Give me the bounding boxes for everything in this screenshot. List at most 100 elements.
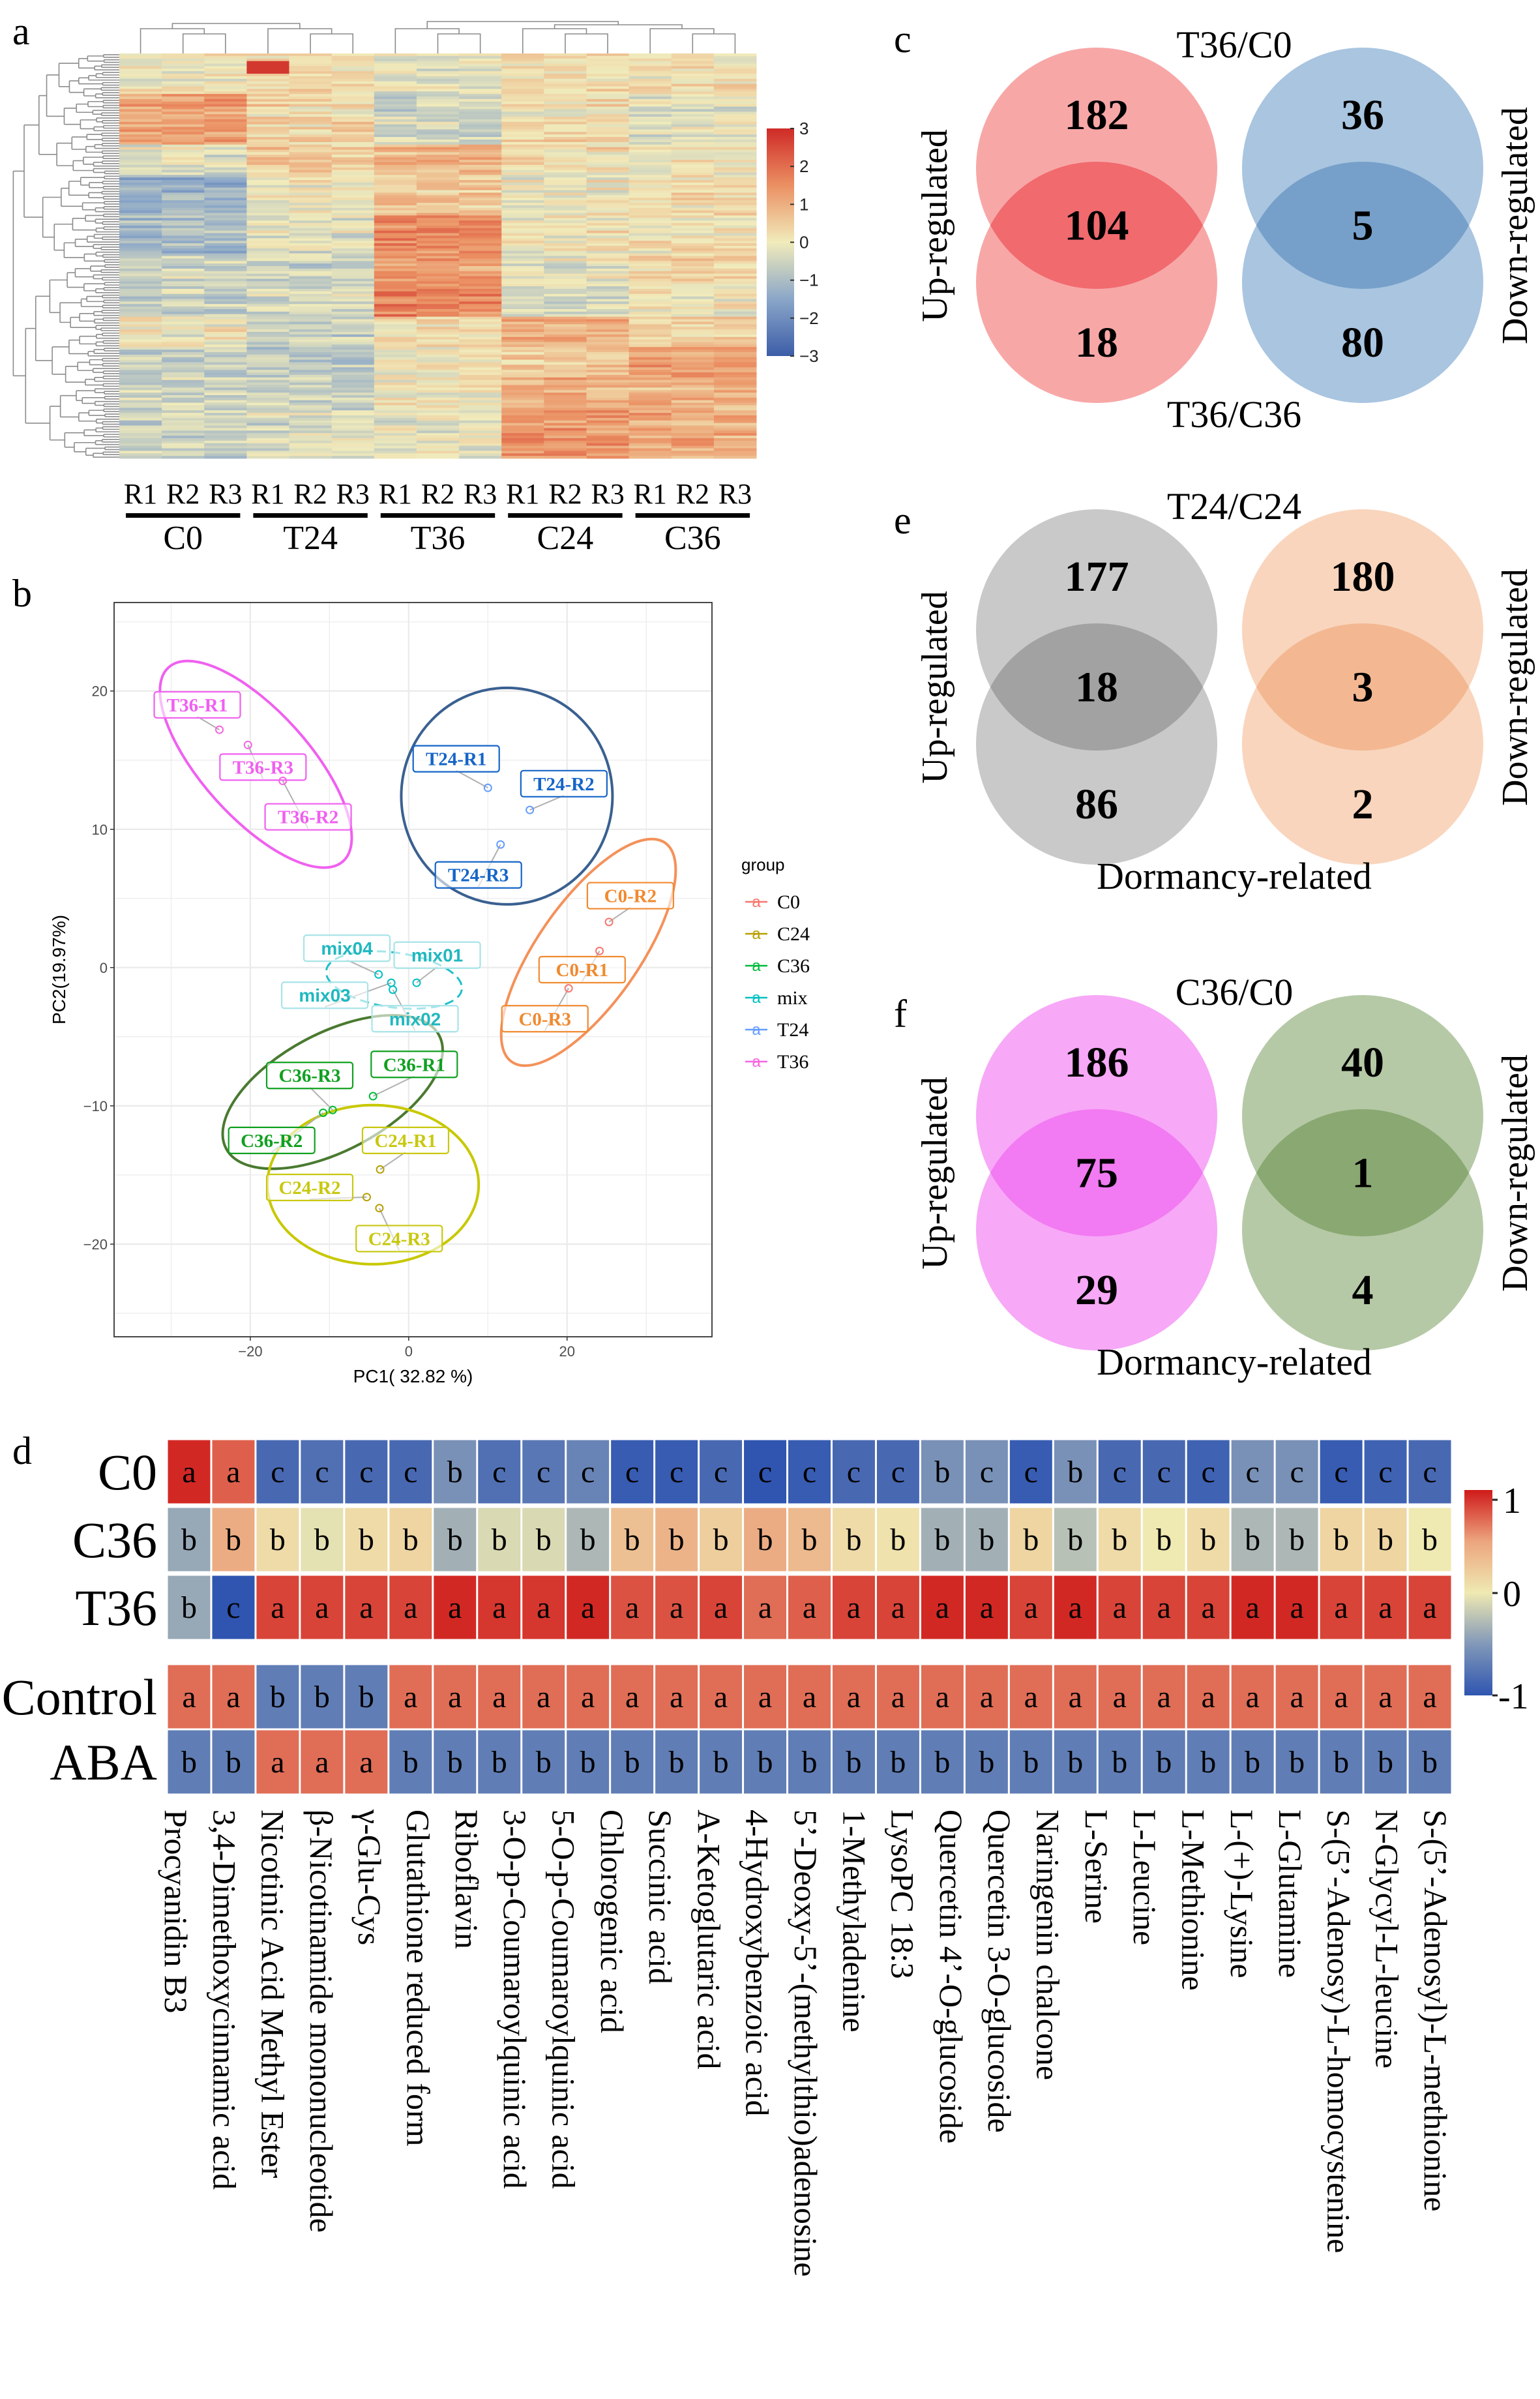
heatmap-cell bbox=[832, 1440, 875, 1504]
heatmap-cell bbox=[168, 1575, 211, 1639]
heatmap-cell bbox=[713, 137, 757, 140]
label-box bbox=[303, 934, 391, 962]
heatmap-cell bbox=[713, 316, 757, 320]
sample-label: C0-R2 bbox=[604, 886, 657, 907]
data-point bbox=[362, 1193, 371, 1202]
heatmap-cell bbox=[788, 1575, 831, 1639]
heatmap-cell bbox=[246, 119, 289, 123]
heatmap-cell bbox=[586, 380, 630, 383]
data-point bbox=[604, 917, 614, 927]
heatmap-cell bbox=[246, 256, 289, 259]
heatmap-cell bbox=[416, 311, 460, 315]
heatmap-cell bbox=[246, 342, 289, 345]
heatmap-cell bbox=[119, 245, 162, 249]
significance-letter: a bbox=[714, 1590, 728, 1625]
heatmap-cell bbox=[501, 372, 544, 376]
heatmap-cell bbox=[289, 250, 333, 254]
heatmap-cell bbox=[501, 430, 544, 434]
heatmap-cell bbox=[586, 428, 630, 431]
heatmap-cell bbox=[389, 1730, 432, 1794]
heatmap-cell bbox=[204, 281, 247, 284]
dendrogram-branch bbox=[394, 28, 460, 53]
heatmap-cell bbox=[374, 440, 417, 444]
heatmap-cell bbox=[416, 121, 460, 125]
heatmap-cell bbox=[713, 443, 757, 446]
significance-letter: c bbox=[1290, 1455, 1303, 1489]
significance-letter: c bbox=[1245, 1455, 1259, 1489]
heatmap-cell bbox=[713, 380, 757, 383]
dendrogram-branch bbox=[426, 21, 619, 29]
heatmap-cell bbox=[119, 137, 162, 140]
heatmap-cell bbox=[416, 316, 460, 320]
heatmap-cell bbox=[501, 127, 544, 130]
heatmap-cell bbox=[119, 160, 162, 163]
group-label: C36 bbox=[664, 520, 721, 557]
heatmap-cell bbox=[586, 160, 630, 163]
heatmap-cell bbox=[501, 220, 544, 224]
heatmap-cell bbox=[586, 147, 630, 150]
label-connector bbox=[379, 1152, 406, 1170]
heatmap-cell bbox=[586, 314, 630, 318]
significance-letter: b bbox=[758, 1745, 773, 1780]
heatmap-cell bbox=[374, 420, 417, 424]
heatmap-cell bbox=[331, 359, 375, 363]
heatmap-cell bbox=[246, 456, 289, 459]
heatmap-cell bbox=[586, 443, 630, 446]
heatmap-cell bbox=[416, 433, 460, 436]
heatmap-cell bbox=[501, 149, 544, 153]
venn-right-label: Down-regulated bbox=[1495, 107, 1535, 344]
metabolite-label: L-Glutamine bbox=[1272, 1810, 1309, 1978]
data-point bbox=[319, 1108, 328, 1117]
heatmap-cell bbox=[629, 235, 672, 239]
venn-title: T36/C0 bbox=[1176, 23, 1292, 66]
heatmap-cell bbox=[331, 365, 375, 368]
heatmap-cell bbox=[162, 233, 205, 236]
heatmap-cell bbox=[1142, 1440, 1185, 1504]
heatmap-cell bbox=[501, 55, 544, 59]
heatmap-cell bbox=[544, 198, 587, 201]
venn-overlap bbox=[1242, 623, 1483, 751]
label-box bbox=[520, 769, 608, 797]
heatmap-cell bbox=[544, 299, 587, 302]
heatmap-cell bbox=[629, 94, 672, 97]
heatmap-cell bbox=[459, 238, 502, 241]
heatmap-cell bbox=[119, 250, 162, 254]
heatmap-cell bbox=[629, 321, 672, 325]
heatmap-cell bbox=[544, 436, 587, 439]
data-point bbox=[389, 985, 398, 994]
heatmap-cell bbox=[586, 385, 630, 388]
heatmap-cell bbox=[629, 436, 672, 439]
heatmap-cell bbox=[459, 423, 502, 426]
heatmap-cell bbox=[544, 377, 587, 381]
heatmap-cell bbox=[586, 284, 630, 287]
heatmap-cell bbox=[119, 152, 162, 155]
heatmap-cell bbox=[459, 134, 502, 138]
heatmap-cell bbox=[671, 238, 715, 241]
heatmap-cell bbox=[416, 456, 460, 459]
heatmap-cell bbox=[374, 299, 417, 302]
heatmap-cell bbox=[629, 86, 672, 89]
heatmap-cell bbox=[1408, 1575, 1451, 1639]
heatmap-cell bbox=[204, 83, 247, 87]
heatmap-cell bbox=[713, 104, 757, 107]
heatmap-cell bbox=[331, 263, 375, 267]
heatmap-cell bbox=[434, 1440, 477, 1504]
heatmap-cell bbox=[374, 336, 417, 340]
heatmap-cell bbox=[204, 266, 247, 269]
heatmap-cell bbox=[374, 438, 417, 441]
heatmap-cell bbox=[204, 370, 247, 373]
heatmap-cell bbox=[246, 336, 289, 340]
significance-letter: b bbox=[1289, 1523, 1305, 1557]
heatmap-cell bbox=[544, 129, 587, 132]
heatmap-cell bbox=[416, 74, 460, 77]
heatmap-cell bbox=[501, 230, 544, 233]
label-connector bbox=[416, 966, 438, 983]
heatmap-cell bbox=[1054, 1508, 1097, 1572]
heatmap-cell bbox=[671, 205, 715, 209]
heatmap-cell bbox=[246, 63, 289, 67]
heatmap-cell bbox=[246, 261, 289, 264]
heatmap-cell bbox=[331, 256, 375, 259]
heatmap-cell bbox=[586, 68, 630, 72]
heatmap-cell bbox=[586, 288, 630, 292]
heatmap-cell bbox=[331, 124, 375, 127]
